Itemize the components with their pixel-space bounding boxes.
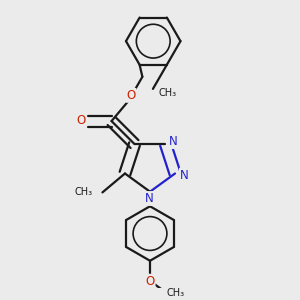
Text: CH₃: CH₃ — [74, 187, 92, 197]
Text: O: O — [146, 275, 154, 288]
Text: O: O — [126, 89, 136, 102]
Text: O: O — [77, 114, 86, 127]
Text: N: N — [145, 192, 154, 205]
Text: N: N — [180, 169, 189, 182]
Text: N: N — [169, 135, 178, 148]
Text: CH₃: CH₃ — [167, 288, 185, 298]
Text: CH₃: CH₃ — [158, 88, 177, 98]
